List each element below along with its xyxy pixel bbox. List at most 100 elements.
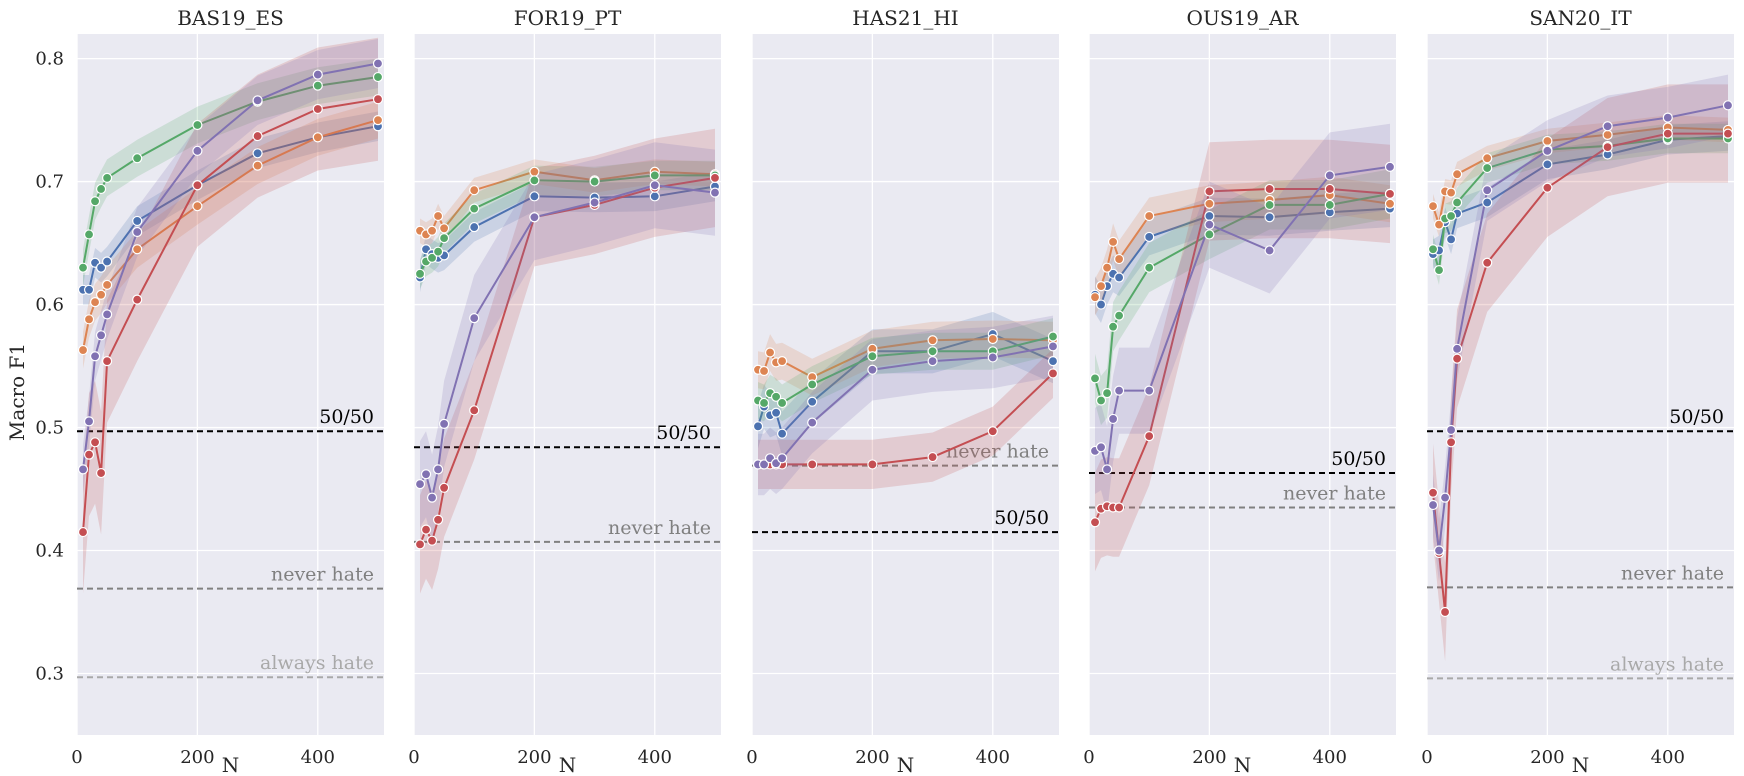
data-point (807, 396, 818, 407)
panel-san20_it: SAN20_IT 0 200 400 N 50/50 never hate always ha… (1421, 6, 1734, 776)
x-axis-title: N (897, 753, 915, 776)
confidence-band (1433, 84, 1728, 662)
data-point (1204, 210, 1215, 222)
data-point (1542, 145, 1553, 156)
data-point (1542, 135, 1553, 147)
data-point (1451, 343, 1463, 354)
data-point (83, 449, 95, 460)
data-point (414, 539, 426, 550)
confidence-band (420, 159, 715, 247)
series-line (1432, 132, 1728, 613)
data-point (83, 416, 95, 427)
data-point (1089, 292, 1101, 303)
data-point (132, 244, 143, 255)
data-point (372, 114, 384, 126)
reference-label: never hate (1621, 562, 1724, 584)
chart-panels: BAS19_ES 0 200 400 N 0.3 0.4 0.5 0.6 0.7 0.8 50/50 n… (35, 6, 1734, 776)
confidence-band (1095, 139, 1390, 572)
data-point (95, 289, 107, 300)
data-point (758, 365, 770, 377)
data-point (372, 71, 384, 83)
data-point (252, 148, 263, 159)
data-point (414, 268, 426, 279)
data-point (312, 80, 323, 91)
series-line (757, 333, 1054, 436)
data-point (1662, 112, 1673, 123)
data-point (1439, 606, 1451, 618)
data-point (1384, 161, 1396, 172)
data-point (1482, 162, 1493, 174)
series-line (1094, 165, 1391, 470)
data-point (649, 180, 660, 191)
x-tick-label: 0 (1083, 747, 1094, 768)
data-point (529, 191, 540, 202)
data-point (1107, 236, 1119, 247)
data-point (867, 459, 878, 470)
data-point (776, 428, 788, 439)
data-point (1433, 545, 1445, 556)
confidence-band (758, 348, 1053, 489)
series-line (419, 184, 716, 498)
data-point (101, 356, 113, 367)
data-point (1047, 331, 1059, 342)
data-point (414, 479, 426, 490)
data-point (1427, 499, 1439, 511)
data-point (1662, 128, 1673, 139)
data-point (1445, 210, 1457, 222)
data-point (438, 233, 450, 244)
data-point (1144, 262, 1155, 273)
reference-label: never hate (946, 441, 1049, 463)
series-line (1432, 126, 1729, 225)
confidence-band (1095, 169, 1390, 426)
confidence-band (420, 171, 715, 293)
data-point (89, 196, 101, 207)
data-point (1144, 385, 1155, 396)
reference-label: 50/50 (656, 422, 711, 444)
data-point (807, 417, 818, 428)
series-line (1432, 137, 1728, 271)
data-point (987, 333, 998, 345)
series-line (1094, 207, 1391, 307)
data-point (1113, 502, 1125, 513)
data-point (77, 526, 89, 538)
x-tick-label: 200 (180, 747, 214, 768)
data-point (770, 407, 782, 418)
x-tick-label: 200 (517, 747, 551, 768)
data-point (867, 351, 878, 362)
data-point (372, 94, 384, 105)
data-point (1482, 185, 1493, 196)
data-point (95, 330, 107, 341)
confidence-band (83, 37, 378, 594)
reference-label: always hate (260, 652, 374, 674)
data-point (1047, 368, 1059, 379)
data-point (1204, 186, 1215, 197)
x-tick-label: 400 (1651, 747, 1685, 768)
data-point (1451, 197, 1463, 208)
data-point (1445, 424, 1457, 436)
confidence-band (83, 38, 378, 495)
data-point (589, 176, 600, 187)
confidence-band (420, 142, 715, 541)
data-point (1107, 413, 1119, 425)
data-point (807, 379, 818, 390)
y-tick-label: 0.6 (35, 295, 64, 316)
data-point (927, 335, 938, 346)
data-point (89, 297, 101, 308)
y-tick-label: 0.4 (35, 541, 64, 562)
data-point (89, 437, 101, 448)
series-line (1432, 104, 1729, 551)
series-line (82, 98, 379, 533)
data-point (89, 351, 101, 362)
data-point (1451, 353, 1463, 364)
series-line (757, 337, 1054, 379)
series-line (82, 62, 379, 470)
confidence-band (1433, 115, 1728, 237)
panel-background (1427, 34, 1734, 735)
x-tick-label: 200 (855, 747, 889, 768)
data-point (1602, 142, 1613, 153)
series-line (83, 125, 379, 291)
data-point (1445, 187, 1457, 198)
data-point (83, 229, 95, 240)
